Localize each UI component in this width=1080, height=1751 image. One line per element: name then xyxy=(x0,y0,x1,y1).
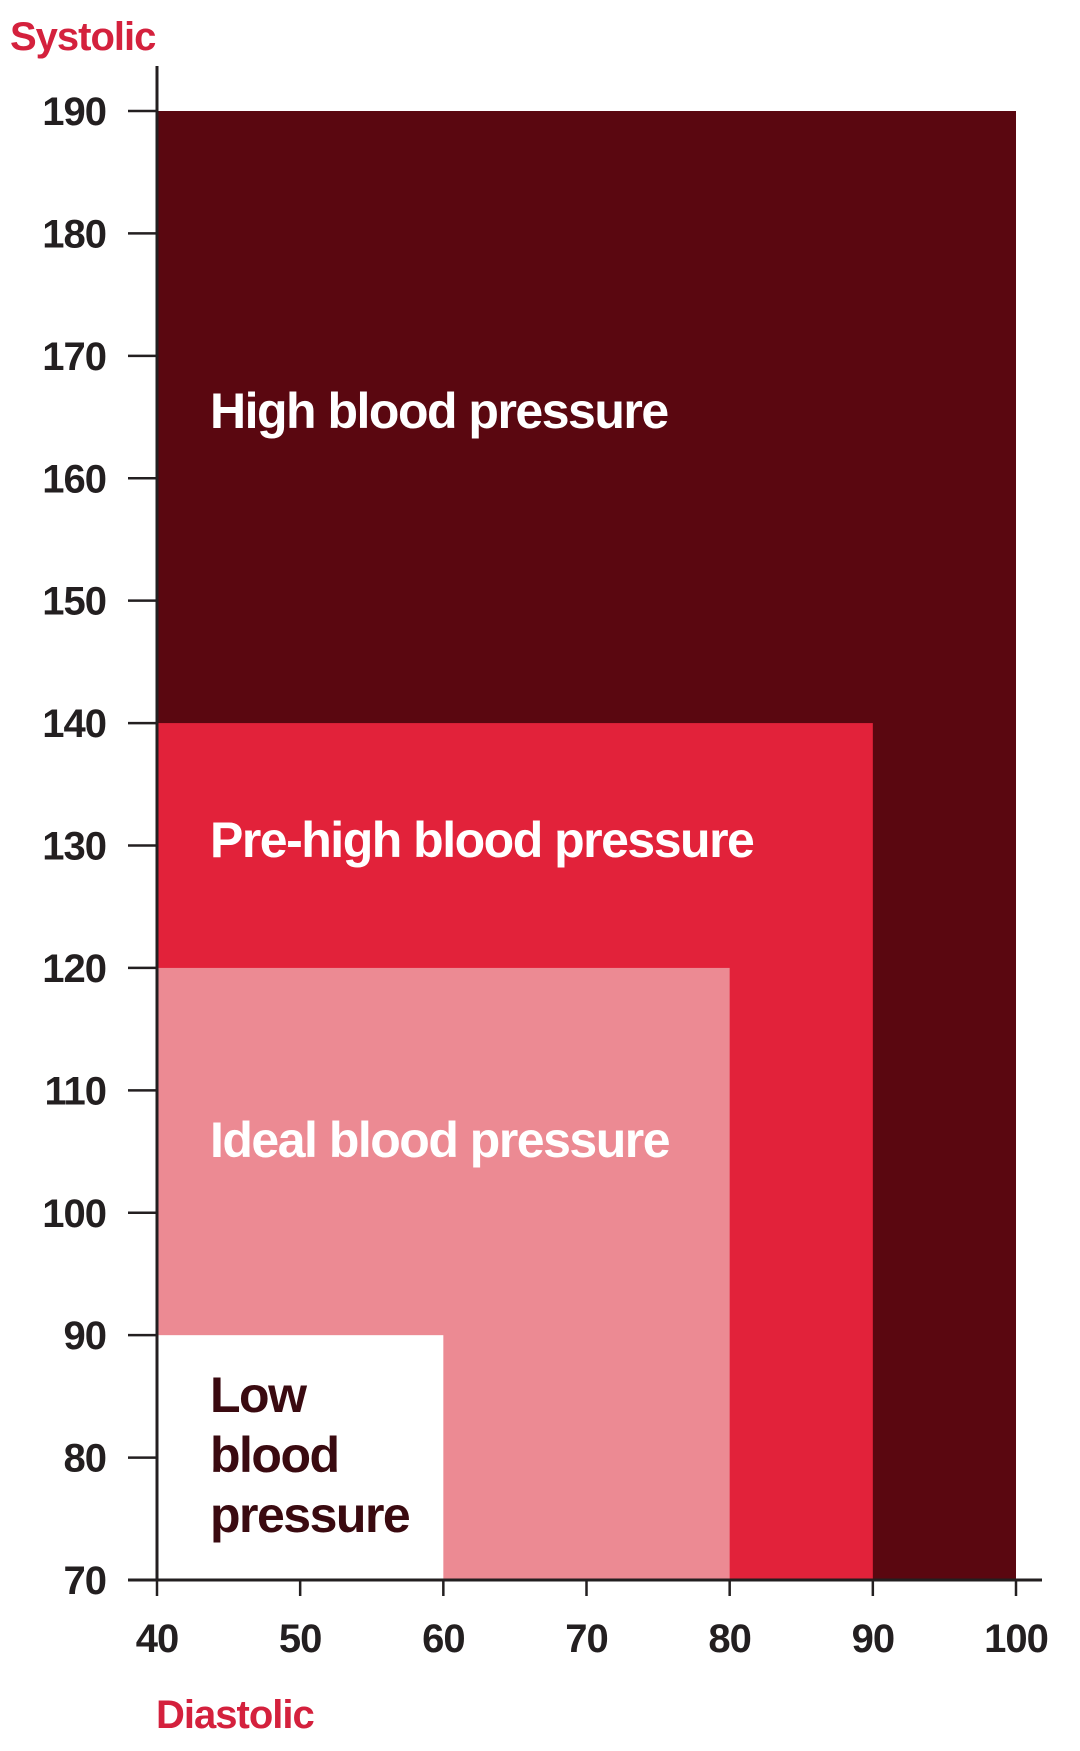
zone-label-low-blood-pressure-line-2: blood xyxy=(210,1427,339,1483)
zone-label-ideal-blood-pressure: Ideal blood pressure xyxy=(210,1112,670,1168)
x-tick-label-40: 40 xyxy=(136,1617,179,1661)
zones-layer xyxy=(157,111,1016,1580)
x-tick-label-90: 90 xyxy=(852,1617,895,1661)
y-tick-label-120: 120 xyxy=(42,947,106,991)
y-tick-label-140: 140 xyxy=(42,702,106,746)
x-axis-title: Diastolic xyxy=(156,1693,314,1737)
x-tick-label-100: 100 xyxy=(984,1617,1048,1661)
zone-label-low-blood-pressure-line-3: pressure xyxy=(210,1487,410,1543)
y-tick-label-80: 80 xyxy=(64,1437,107,1481)
y-tick-label-70: 70 xyxy=(64,1559,107,1603)
y-tick-label-130: 130 xyxy=(42,825,106,869)
zone-label-pre-high-blood-pressure: Pre-high blood pressure xyxy=(210,812,754,868)
labels-layer: High blood pressure Pre-high blood pressu… xyxy=(210,383,756,1543)
zone-label-high-blood-pressure: High blood pressure xyxy=(210,383,668,439)
x-tick-label-60: 60 xyxy=(422,1617,465,1661)
x-tick-label-50: 50 xyxy=(279,1617,322,1661)
y-tick-label-90: 90 xyxy=(64,1314,107,1358)
y-axis-title: Systolic xyxy=(10,15,156,59)
zone-low-blood-pressure xyxy=(157,1335,444,1580)
x-tick-label-70: 70 xyxy=(565,1617,608,1661)
axes-layer: 70 80 90 100 110 120 130 140 150 160 170 180 190 40 50… xyxy=(10,15,1049,1737)
x-tick-label-80: 80 xyxy=(708,1617,751,1661)
y-tick-label-180: 180 xyxy=(42,212,106,256)
y-tick-label-160: 160 xyxy=(42,457,106,501)
y-tick-label-110: 110 xyxy=(44,1069,106,1113)
y-tick-label-170: 170 xyxy=(42,335,106,379)
y-tick-label-190: 190 xyxy=(42,90,106,134)
y-tick-label-100: 100 xyxy=(42,1192,106,1236)
zone-label-low-blood-pressure-line-1: Low xyxy=(210,1367,307,1423)
y-tick-label-150: 150 xyxy=(42,580,106,624)
